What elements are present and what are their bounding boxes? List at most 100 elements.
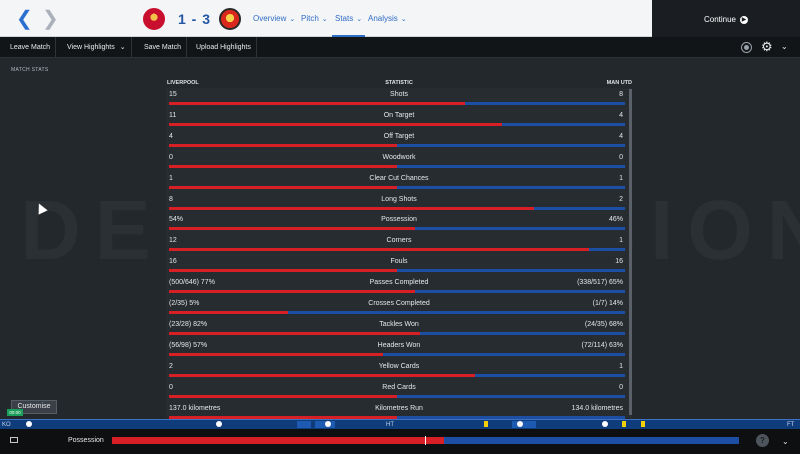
away-stat-value: 0 [619, 383, 623, 391]
away-stat-value: 8 [619, 91, 623, 98]
possession-bar: Possession ? ⌄ [0, 429, 800, 454]
stat-comparison-bar [169, 185, 625, 189]
match-toolbar: Leave Match View Highlights ⌄ Save Match … [0, 37, 800, 58]
leave-match-button[interactable]: Leave Match [5, 37, 57, 58]
away-team-header: MAN UTD [606, 80, 632, 86]
forward-arrow-icon[interactable]: ❯ [42, 8, 59, 30]
possession-marker [425, 436, 426, 445]
play-circle-icon: ▶ [740, 15, 749, 24]
help-icon[interactable]: ? [756, 434, 769, 447]
half-time-label: HT [386, 422, 394, 428]
chevron-down-icon[interactable]: ⌄ [782, 437, 789, 446]
yellow-card-icon[interactable] [641, 421, 645, 427]
stat-comparison-bar [169, 122, 625, 126]
stat-row: 0 Red Cards 0 [166, 381, 632, 402]
away-stat-value: 1 [619, 237, 623, 245]
stat-row: (56/98) 57% Headers Won (72/114) 63% [166, 339, 632, 360]
home-stat-value: (56/98) 57% [169, 341, 208, 349]
stat-name: Kilometres Run [375, 404, 423, 412]
back-arrow-icon[interactable]: ❮ [16, 8, 33, 30]
home-stat-value: 8 [169, 195, 173, 203]
stat-row: 4 Off Target 4 [166, 130, 632, 151]
goal-ball-icon[interactable] [602, 421, 608, 427]
stat-row: 15 Shots 8 [166, 88, 632, 109]
match-timeline[interactable]: KO HT FT [0, 419, 800, 429]
stat-home-fill [169, 269, 397, 273]
home-stat-value: 0 [169, 383, 173, 391]
tab-analysis[interactable]: Analysis ⌄ [368, 0, 407, 37]
continue-button[interactable]: Continue ▶ [652, 0, 800, 37]
stat-comparison-bar [169, 373, 625, 377]
stat-home-fill [169, 352, 384, 356]
stat-row: (2/35) 5% Crosses Completed (1/7) 14% [166, 297, 632, 318]
stat-row: 12 Corners 1 [166, 234, 632, 255]
stat-name: Tackles Won [379, 320, 419, 328]
stat-name: Corners [386, 237, 412, 245]
chevron-down-icon: ⌄ [400, 16, 407, 23]
liverpool-crest-icon[interactable] [143, 8, 165, 30]
tab-analysis-label: Analysis [368, 14, 398, 23]
away-stat-value: 46% [608, 216, 623, 224]
stat-home-fill [169, 311, 288, 314]
stat-comparison-bar [169, 248, 625, 252]
stat-home-fill [169, 394, 397, 398]
yellow-card-icon[interactable] [622, 421, 626, 427]
stats-scrollbar[interactable] [629, 89, 632, 415]
home-stat-value: 0 [169, 153, 173, 161]
tab-stats-label: Stats [335, 14, 354, 23]
stat-name: Possession [381, 216, 417, 224]
stat-home-fill [169, 122, 502, 126]
home-stat-value: 137.0 kilometres [169, 404, 221, 412]
stat-name: Shots [390, 91, 408, 98]
timeline-segment [512, 421, 536, 428]
stat-home-fill [169, 102, 466, 105]
goal-ball-icon[interactable] [216, 421, 222, 427]
gear-icon[interactable]: ⚙ [761, 39, 773, 54]
chevron-down-icon: ⌄ [321, 16, 328, 23]
goal-ball-icon[interactable] [325, 421, 331, 427]
away-stat-value: 4 [619, 132, 623, 140]
stat-comparison-bar [169, 311, 625, 314]
timeline-segment [297, 421, 311, 428]
view-highlights-label: View Highlights [67, 44, 115, 51]
yellow-card-icon[interactable] [484, 421, 488, 427]
stat-row: (500/646) 77% Passes Completed (338/517) 6… [166, 276, 632, 297]
away-stat-value: (24/35) 68% [584, 320, 623, 328]
stat-comparison-bar [169, 269, 625, 273]
kickoff-label: KO [2, 422, 11, 428]
stat-row: 137.0 kilometres Kilometres Run 134.0 kilo… [166, 402, 632, 423]
home-stat-value: (500/646) 77% [169, 279, 215, 287]
pitch-icon[interactable] [10, 437, 18, 443]
away-stat-value: 1 [619, 362, 623, 370]
tab-overview[interactable]: Overview ⌄ [253, 0, 295, 37]
away-stat-value: 16 [615, 258, 623, 266]
chevron-down-icon: ⌄ [289, 16, 296, 23]
stat-home-fill [169, 164, 397, 168]
stat-home-fill [169, 143, 397, 147]
stat-row: 54% Possession 46% [166, 213, 632, 234]
stat-row: 0 Woodwork 0 [166, 151, 632, 172]
away-stat-value: 2 [619, 195, 623, 203]
chevron-down-icon: ⌄ [356, 16, 363, 23]
man-utd-crest-icon[interactable] [219, 8, 241, 30]
stat-comparison-bar [169, 102, 625, 105]
record-icon[interactable] [741, 42, 752, 53]
away-stat-value: 134.0 kilometres [571, 404, 623, 412]
full-time-label: FT [787, 422, 795, 428]
possession-home-fill [112, 437, 445, 444]
home-stat-value: 16 [169, 258, 177, 266]
stat-name: Fouls [390, 258, 408, 266]
save-match-button[interactable]: Save Match [139, 37, 187, 58]
view-highlights-button[interactable]: View Highlights ⌄ [62, 37, 132, 58]
goal-ball-icon[interactable] [26, 421, 32, 427]
chevron-down-icon[interactable]: ⌄ [781, 42, 788, 51]
tab-stats[interactable]: Stats ⌄ [332, 0, 366, 37]
upload-highlights-button[interactable]: Upload Highlights [191, 37, 257, 58]
possession-track [112, 436, 739, 445]
goal-ball-icon[interactable] [517, 421, 523, 427]
stat-row: 2 Yellow Cards 1 [166, 360, 632, 381]
away-stat-value: 1 [619, 174, 623, 182]
home-stat-value: 2 [169, 362, 173, 370]
stat-name: Yellow Cards [378, 362, 420, 370]
tab-pitch[interactable]: Pitch ⌄ [301, 0, 328, 37]
